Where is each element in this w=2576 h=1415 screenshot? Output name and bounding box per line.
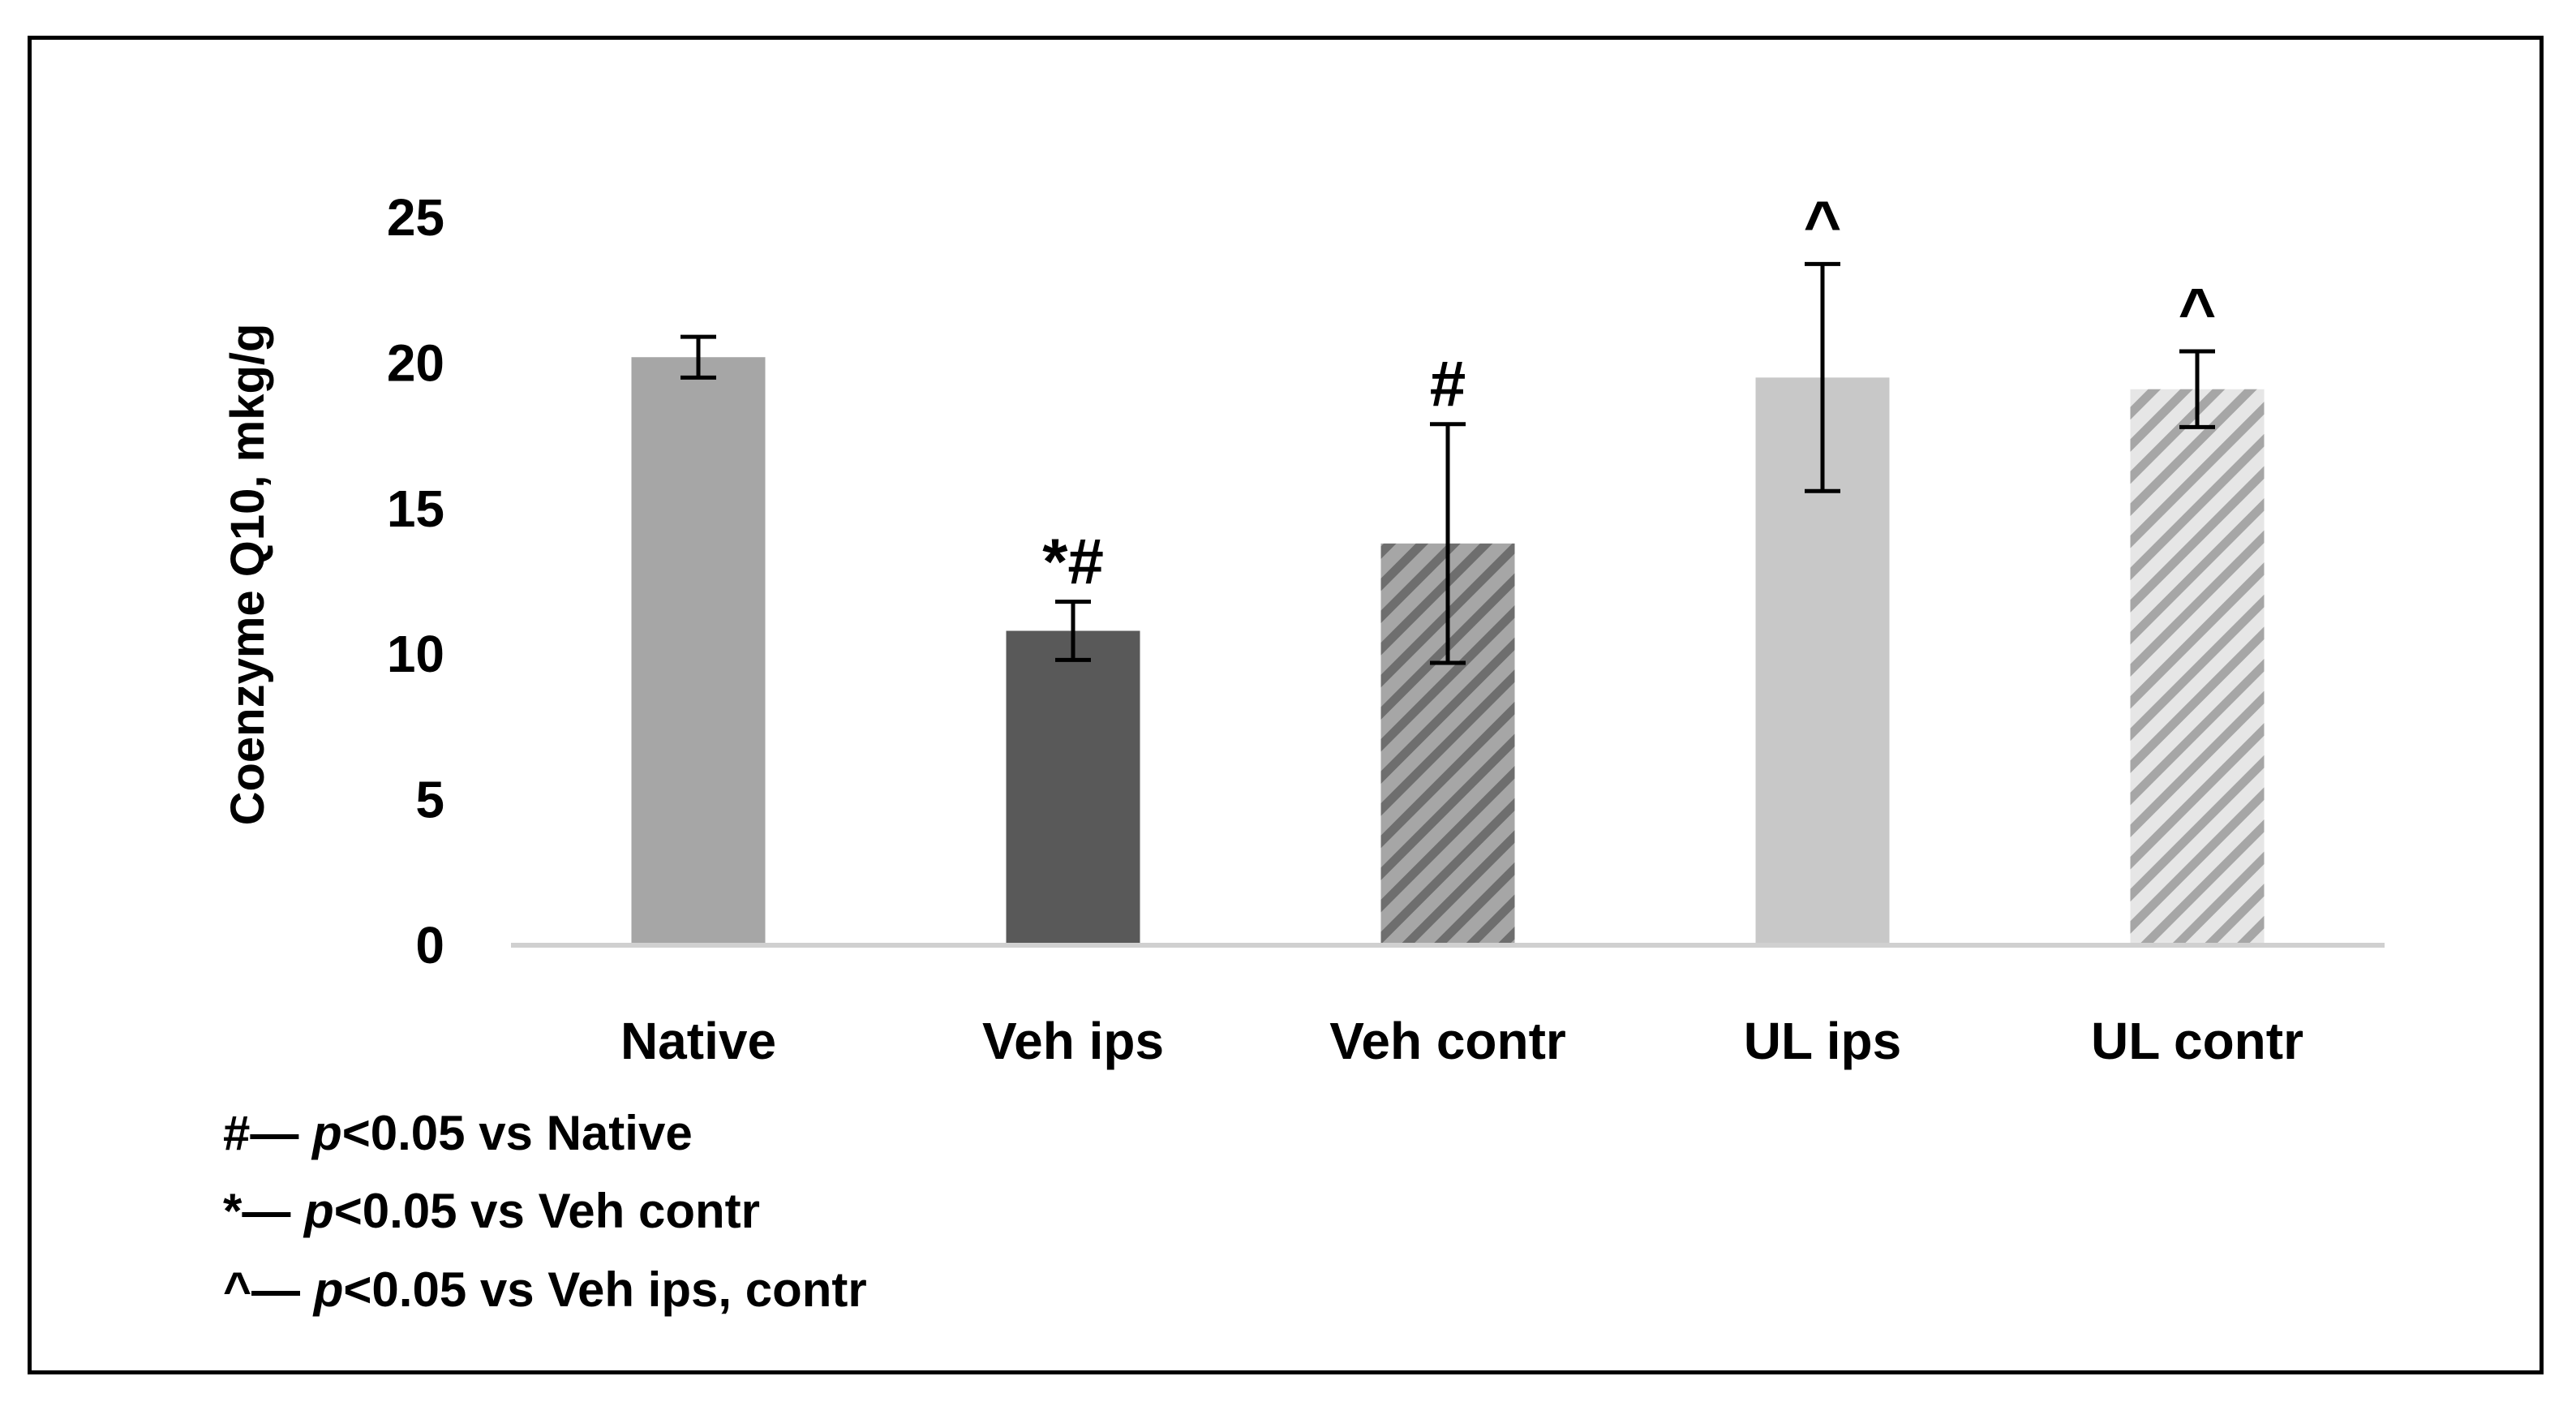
x-tick-label: Native — [620, 1012, 776, 1070]
bar — [631, 357, 766, 945]
legend-note-caret: ^— p<0.05 vs Veh ips, contr — [223, 1262, 867, 1317]
y-tick-label: 15 — [387, 480, 444, 538]
y-tick-label: 5 — [415, 771, 444, 829]
significance-label: ^ — [1804, 187, 1842, 260]
legend-p: p — [304, 1184, 334, 1238]
x-tick-label: UL ips — [1744, 1012, 1901, 1070]
bar — [2130, 389, 2265, 945]
legend-note-star: *— p<0.05 vs Veh contr — [223, 1184, 760, 1238]
x-tick-label: Veh ips — [982, 1012, 1164, 1070]
legend-symbol: ^ — [223, 1262, 252, 1317]
y-tick-label: 0 — [415, 916, 444, 974]
bar — [1006, 630, 1140, 945]
x-tick-label: Veh contr — [1329, 1012, 1566, 1070]
legend-text: <0.05 vs Veh ips, contr — [343, 1262, 867, 1317]
y-tick-label: 25 — [387, 188, 444, 247]
y-axis-title: Coenzyme Q10, mkg/g — [221, 324, 274, 826]
legend-p: p — [312, 1106, 342, 1160]
legend-text: <0.05 vs Veh contr — [333, 1184, 760, 1238]
significance-label: # — [1430, 348, 1466, 420]
legend-symbol: * — [223, 1184, 243, 1238]
y-tick-label: 20 — [387, 333, 444, 392]
legend-text: <0.05 vs Native — [341, 1106, 693, 1160]
chart-frame — [28, 36, 2544, 1374]
legend-note-hash: #— p<0.05 vs Native — [223, 1106, 693, 1160]
y-tick-label: 10 — [387, 625, 444, 683]
significance-label: ^ — [2179, 275, 2217, 347]
significance-label: *# — [1042, 526, 1104, 598]
legend-symbol: # — [223, 1106, 251, 1160]
legend-p: p — [313, 1262, 344, 1317]
x-tick-label: UL contr — [2091, 1012, 2303, 1070]
